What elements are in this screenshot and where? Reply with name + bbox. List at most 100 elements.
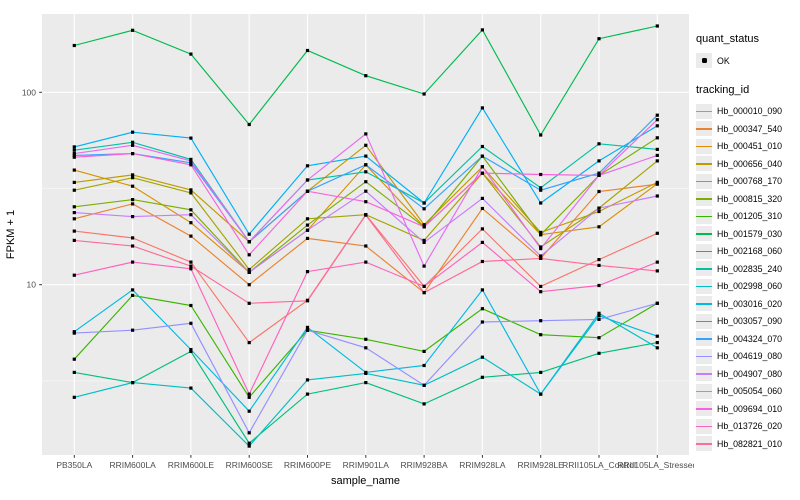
data-point [72,211,76,215]
legend-section-quant-status: quant_status OK [696,33,800,70]
data-point [247,122,251,127]
data-point [480,171,484,175]
data-point [247,395,251,399]
data-point [247,240,251,244]
data-point [305,378,310,382]
legend-key-tracking-id: Hb_002835_240 [696,260,800,278]
legend-key-tracking-id: Hb_001579_030 [696,225,800,243]
legend-key-swatch [696,191,712,207]
legend-key-line-icon [696,145,712,148]
data-point [539,256,543,260]
data-point [131,236,135,240]
legend-keys-tracking-id: Hb_000010_090 Hb_000347_540 Hb_000451_010 H… [696,103,800,453]
data-point [539,233,543,237]
data-point [422,284,426,288]
data-point [480,307,484,311]
legend-key-line-icon [696,355,712,358]
data-point [480,165,484,169]
data-point [72,229,76,233]
legend: quant_status OK tracking_id Hb_000010_09… [696,33,800,467]
legend-key-tracking-id: Hb_082821_010 [696,435,800,453]
data-point [189,303,193,308]
legend-title-quant-status: quant_status [696,33,759,45]
data-point [655,180,659,184]
data-point [597,351,601,355]
data-point [480,106,484,110]
data-point [305,178,310,182]
x-axis-title: sample_name [331,475,400,487]
data-point [247,270,251,274]
data-point [422,383,426,387]
data-point [247,301,251,305]
data-point [364,213,368,217]
data-point [305,392,310,396]
data-point [422,238,426,242]
legend-key-label: Hb_003016_020 [717,298,783,309]
data-point [597,189,601,194]
legend-key-line-icon [696,268,712,270]
data-point [189,234,193,238]
legend-key-tracking-id: Hb_000451_010 [696,138,800,156]
y-tick-label: 10 [27,280,37,290]
data-point [131,152,135,156]
x-tick-label: RRIM928BA [400,460,448,470]
legend-key-label: Hb_009694_010 [717,403,783,414]
legend-key-line-icon [696,233,712,235]
legend-key-swatch [696,313,712,329]
data-point [72,370,76,374]
legend-key-swatch [696,348,712,364]
legend-key-label: Hb_000010_090 [717,106,783,117]
data-point [305,328,310,332]
legend-key-line-icon [696,180,712,183]
data-point [72,148,76,152]
legend-key-tracking-id: Hb_000347_540 [696,120,800,138]
data-point [597,317,601,321]
data-point [480,240,484,244]
data-point [131,28,135,32]
legend-title-tracking-id: tracking_id [696,83,750,96]
data-point [131,184,135,188]
data-point [72,168,76,172]
data-point [364,381,368,385]
data-point [131,140,135,144]
data-point [480,355,484,359]
data-point [539,254,543,258]
data-point [305,223,310,227]
data-point [655,24,659,28]
x-tick-label: RRIM600LE [168,460,215,470]
legend-key-label: Hb_000451_010 [717,141,783,152]
data-point [131,198,135,202]
data-point [655,118,659,122]
data-point [131,173,135,177]
legend-key-label: Hb_001205_310 [717,211,783,222]
legend-key-line-icon [696,320,712,323]
legend-key-tracking-id: Hb_002998_060 [696,278,800,296]
legend-key-swatch [696,138,712,154]
legend-key-swatch [696,156,712,172]
legend-key-tracking-id: Hb_004324_070 [696,330,800,348]
x-tick-label: RRIM928LA [459,460,506,470]
data-point [72,155,76,159]
data-point [189,213,193,217]
data-point [72,180,76,184]
legend-key-label: Hb_001579_030 [717,228,783,239]
data-point [480,28,484,32]
legend-key-label: Hb_002168_060 [717,246,783,257]
data-point [131,202,135,206]
data-point [480,320,484,324]
data-point [305,236,310,240]
plot-panel: PB350LA RRIM600LA RRIM600LE RRIM600SE RRIM60… [5,14,694,487]
data-point [480,259,484,264]
data-point [189,161,193,165]
legend-key-tracking-id: Hb_013726_020 [696,418,800,436]
data-point [655,346,659,350]
x-tick-label: RRII105LA_Control [562,460,636,470]
legend-key-line-icon [696,110,712,113]
data-point [305,228,310,232]
legend-key-line-icon [696,338,712,340]
legend-key-label: Hb_002998_060 [717,281,783,292]
data-point [189,260,193,264]
data-point [131,328,135,332]
data-point [364,200,368,204]
